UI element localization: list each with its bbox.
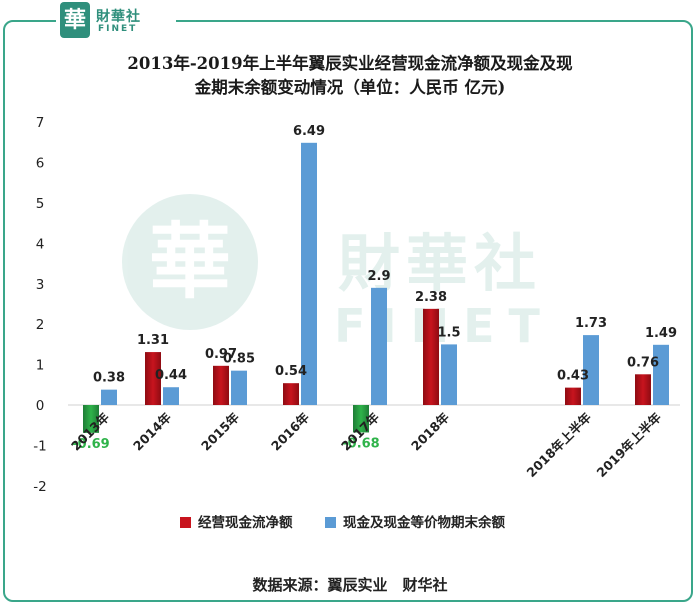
data-label-cash-flow: 2.38 (415, 290, 447, 305)
finet-logo: 華 財華社 FINET (56, 2, 176, 42)
legend: 经营现金流净额 现金及现金等价物期末余额 (180, 514, 505, 531)
legend-swatch-red (180, 517, 191, 528)
x-tick-label: 2016年 (268, 409, 312, 453)
data-label-cash-flow: -0.69 (72, 437, 109, 452)
data-label-cash-balance: 2.9 (367, 269, 390, 284)
logo-badge: 華 (60, 2, 90, 38)
y-tick-label: 1 (36, 358, 45, 374)
y-tick-label: 6 (36, 156, 45, 172)
x-tick-label: 2019年上半年 (594, 409, 665, 480)
logo-chinese-name: 財華社 (96, 9, 141, 25)
y-tick-label: -2 (33, 479, 46, 495)
y-tick-label: 3 (36, 277, 45, 293)
bar-cash-balance (163, 387, 179, 405)
bar-cash-flow (83, 405, 99, 433)
legend-label-cash-flow: 经营现金流净额 (198, 514, 293, 531)
data-label-cash-flow: 0.43 (557, 369, 589, 384)
bar-cash-flow (423, 308, 439, 405)
data-label-cash-balance: 6.49 (293, 124, 325, 139)
data-label-cash-balance: 0.44 (155, 368, 187, 383)
y-tick-label: -1 (33, 438, 46, 454)
chart-title-line-2: 金期末余额变动情况（单位：人民币 亿元) (194, 78, 506, 97)
data-label-cash-flow: -0.68 (342, 436, 379, 451)
chart-title: 2013年-2019年上半年翼辰实业经营现金流净额及现金及现 金期末余额变动情况… (0, 52, 700, 100)
x-tick-label: 2018年 (408, 409, 452, 453)
data-source: 数据来源：翼辰实业 财华社 (252, 576, 448, 594)
bar-cash-balance (301, 142, 317, 405)
bar-cash-balance (371, 287, 387, 405)
bar-cash-balance (231, 370, 247, 405)
x-tick-label: 2018年上半年 (524, 409, 595, 480)
data-label-cash-flow: 0.97 (205, 347, 237, 362)
watermark-chinese: 財華社 (338, 227, 542, 300)
watermark: 華 財華社 FINET (122, 194, 542, 353)
bar-cash-balance (101, 389, 117, 405)
legend-swatch-blue (325, 517, 336, 528)
x-tick-label: 2015年 (198, 409, 242, 453)
chart-title-line-1: 2013年-2019年上半年翼辰实业经营现金流净额及现金及现 (127, 54, 573, 73)
bar-cash-balance (653, 344, 669, 405)
watermark-badge: 華 (149, 214, 231, 310)
data-label-cash-flow: 0.76 (627, 355, 659, 370)
chart-frame (3, 20, 693, 602)
bar-cash-flow (353, 405, 369, 433)
x-tick-label: 2014年 (130, 409, 174, 453)
data-labels: -0.69 0.38 1.31 0.44 0.970.85 0.54 6.49 -0.68 2.… (72, 124, 677, 452)
data-label-cash-flow: 1.31 (137, 333, 169, 348)
y-tick-label: 5 (36, 196, 45, 212)
bar-cash-flow (145, 352, 161, 405)
y-tick-label: 0 (36, 398, 45, 414)
bar-cash-flow (565, 387, 581, 405)
y-tick-label: 7 (36, 115, 45, 131)
data-label-cash-balance: 0.38 (93, 371, 125, 386)
watermark-circle (122, 194, 258, 330)
legend-label-cash-balance: 现金及现金等价物期末余额 (343, 514, 505, 531)
data-label-cash-balance: 0.85 (223, 352, 255, 367)
bar-cash-balance (441, 344, 457, 405)
bar-cash-flow (283, 383, 299, 405)
bar-cash-balance (583, 335, 599, 405)
data-label-cash-flow: 0.54 (275, 364, 307, 379)
bars (83, 142, 669, 433)
data-label-cash-balance: 1.73 (575, 316, 607, 331)
data-label-cash-balance: 1.49 (645, 326, 677, 341)
bar-cash-flow (635, 374, 651, 405)
y-tick-label: 4 (36, 236, 45, 252)
y-tick-label: 2 (36, 317, 45, 333)
logo-english-name: FINET (98, 24, 138, 34)
bar-cash-flow (213, 365, 229, 405)
data-label-cash-balance: 1.5 (437, 325, 460, 340)
